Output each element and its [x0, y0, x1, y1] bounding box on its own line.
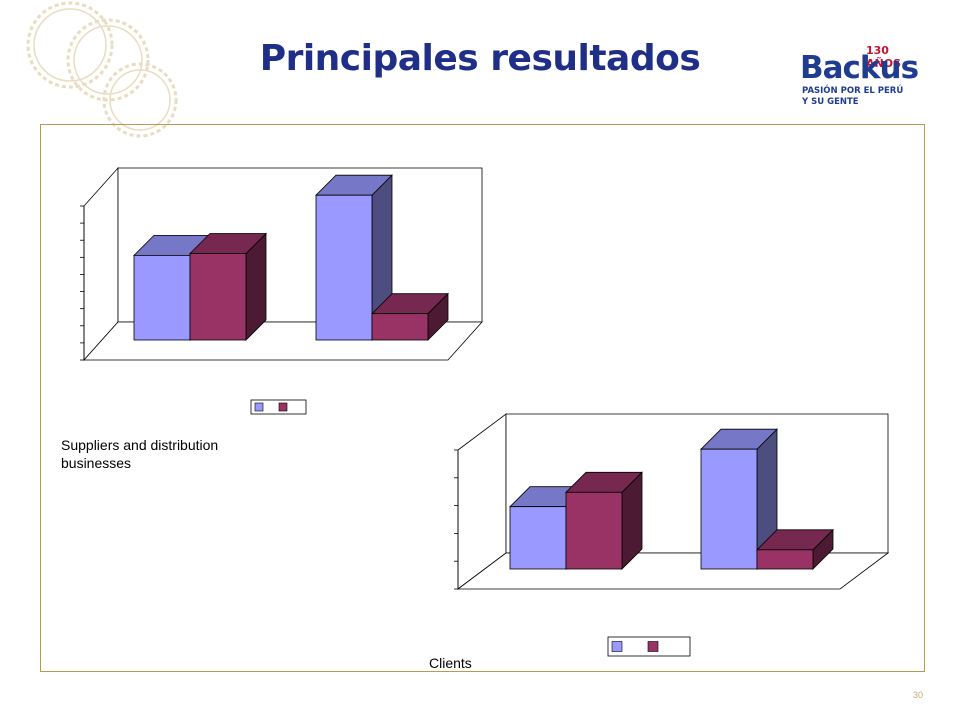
- logo-brand: Backus: [800, 50, 919, 86]
- logo-anniversary: 130 AÑOS: [866, 44, 901, 70]
- bar-si: [509, 506, 567, 570]
- decorative-ring: [102, 62, 178, 138]
- caption-clients: Clients: [429, 655, 472, 671]
- decorative-ring: [73, 25, 143, 95]
- decorative-ring: [66, 18, 150, 102]
- legend-swatch: [278, 402, 288, 412]
- chart-suppliers: [80, 166, 483, 415]
- bar-no: [371, 313, 429, 341]
- bar-no: [565, 491, 623, 570]
- content-frame: [40, 124, 925, 672]
- bar-si: [315, 194, 373, 341]
- bar-no: [189, 253, 247, 341]
- page-number: 30: [913, 690, 924, 700]
- legend-swatch: [254, 402, 264, 412]
- decorative-ring: [26, 1, 114, 89]
- legend-swatch: [611, 641, 623, 652]
- logo-tagline-1: PASIÓN POR EL PERÚ: [802, 86, 904, 96]
- decorative-rings: [26, 1, 178, 138]
- decorative-ring: [33, 8, 107, 82]
- decorative-ring: [109, 69, 171, 131]
- legend-box: [250, 399, 307, 415]
- bar-no: [756, 549, 814, 570]
- chart-clients: [454, 413, 890, 657]
- backus-logo: 130 AÑOS Backus PASIÓN POR EL PERÚ Y SU …: [800, 44, 925, 124]
- bar-si: [700, 448, 758, 570]
- page-title: Principales resultados: [259, 38, 701, 79]
- legend-swatch: [647, 641, 659, 652]
- bar-si: [133, 254, 191, 341]
- logo-tagline-2: Y SU GENTE: [802, 97, 859, 107]
- caption-suppliers: Suppliers and distribution businesses: [61, 437, 219, 471]
